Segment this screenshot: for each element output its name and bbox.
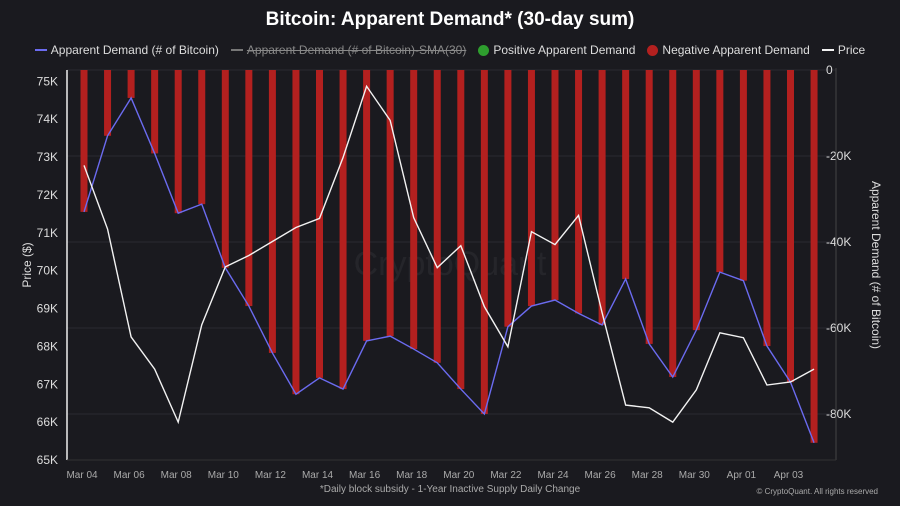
right-tick-label: -60K [826,321,851,335]
x-tick-label: Mar 12 [255,470,287,481]
demand-bar [221,70,229,268]
x-tick-label: Mar 10 [208,470,240,481]
left-tick-label: 74K [37,112,58,126]
demand-bar [339,70,347,390]
demand-bar [669,70,677,378]
left-tick-label: 65K [37,453,58,467]
demand-bar [716,70,724,273]
left-tick-label: 75K [37,74,58,88]
right-tick-label: -40K [826,235,851,249]
right-axis-title: Apparent Demand (# of Bitcoin) [869,181,883,349]
legend-item[interactable]: Price [821,43,866,57]
demand-bar [410,70,418,350]
left-tick-label: 71K [37,226,58,240]
demand-bar [598,70,606,325]
legend-dot-icon [478,44,490,56]
demand-bar [245,70,253,307]
legend-label: Apparent Demand (# of Bitcoin) [50,43,219,57]
demand-bar [739,70,747,281]
x-tick-label: Mar 16 [349,470,381,481]
legend: Apparent Demand (# of Bitcoin) Apparent D… [0,43,900,57]
right-tick-label: -80K [826,407,851,421]
right-tick-label: 0 [826,63,833,77]
demand-bar [386,70,394,337]
demand-bar [787,70,794,383]
legend-item[interactable]: Apparent Demand (# of Bitcoin) [34,43,219,57]
copyright: © CryptoQuant. All rights reserved [756,487,879,496]
legend-label: Positive Apparent Demand [493,43,636,57]
watermark: CryptoQuant [354,245,547,283]
legend-label: Negative Apparent Demand [662,43,810,57]
x-tick-label: Mar 06 [114,470,146,481]
demand-bar [151,70,159,154]
right-tick-label: -20K [826,149,851,163]
legend-dot-icon [647,44,659,56]
price-line [83,84,815,425]
demand-bar [527,70,535,307]
left-tick-label: 70K [37,264,58,278]
demand-bar [316,70,323,378]
left-tick-label: 68K [37,339,58,353]
legend-label: Apparent Demand (# of Bitcoin)-SMA(30) [246,43,467,57]
demand-bar [268,70,276,353]
left-tick-label: 69K [37,302,58,316]
x-tick-label: Apr 03 [774,470,804,481]
demand-bar [80,70,88,212]
left-axis-title: Price ($) [20,242,34,287]
demand-bar [810,70,818,443]
x-tick-label: Apr 01 [727,470,757,481]
demand-bar [127,70,135,98]
x-tick-label: Mar 08 [161,470,193,481]
x-tick-label: Mar 14 [302,470,334,481]
x-tick-label: Mar 24 [537,470,569,481]
left-tick-label: 73K [37,150,58,164]
legend-item[interactable]: Negative Apparent Demand [647,43,810,57]
demand-bar [433,70,441,363]
legend-line-icon [821,49,834,51]
demand-bar [763,70,771,347]
legend-item[interactable]: Positive Apparent Demand [478,43,635,57]
demand-bar [292,70,300,395]
x-tick-label: Mar 30 [679,470,711,481]
demand-bar [457,70,465,390]
demand-bar [104,70,112,136]
x-tick-label: Mar 22 [490,470,522,481]
x-tick-label: Mar 26 [585,470,617,481]
legend-item[interactable]: Apparent Demand (# of Bitcoin)-SMA(30) [230,43,467,57]
x-tick-label: Mar 04 [66,470,98,481]
legend-label: Price [837,43,866,57]
demand-bar [645,70,653,344]
left-tick-label: 67K [37,377,58,391]
demand-bar [363,70,371,341]
footnote: *Daily block subsidy - 1-Year Inactive S… [319,484,581,495]
demand-bar [692,70,700,331]
demand-bar [480,70,488,414]
chart-title: Bitcoin: Apparent Demand* (30-day sum) [265,9,635,30]
demand-bar [622,70,630,279]
demand-bar [504,70,512,327]
legend-line-icon [230,49,243,51]
demand-bar [575,70,583,314]
demand-bar [198,70,206,205]
legend-line-icon [34,49,47,51]
x-tick-label: Mar 18 [396,470,428,481]
demand-bar [174,70,182,214]
x-tick-label: Mar 28 [632,470,664,481]
left-tick-label: 72K [37,188,58,202]
apparent-demand-line [83,96,815,444]
x-tick-label: Mar 20 [443,470,475,481]
demand-bar [551,70,559,301]
left-tick-label: 66K [37,415,58,429]
